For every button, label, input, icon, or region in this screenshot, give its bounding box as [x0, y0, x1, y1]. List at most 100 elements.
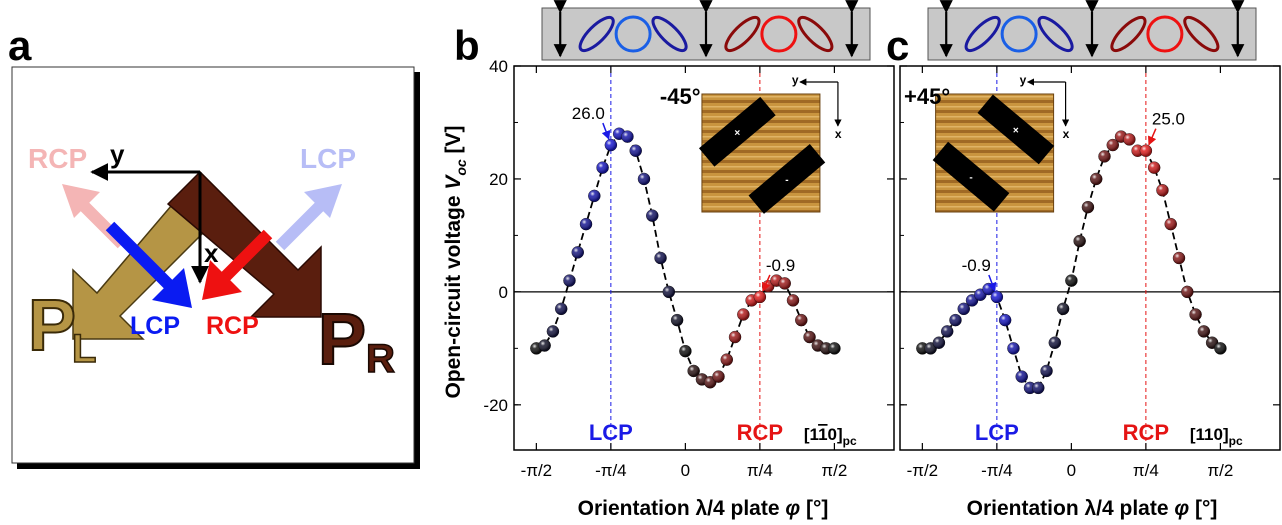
- inset-axis-y-label: y: [1020, 73, 1027, 87]
- panel-label-c: c: [886, 22, 909, 69]
- angle-label: +45°: [904, 84, 950, 109]
- data-point-shading: [803, 331, 816, 344]
- data-point-shading: [1015, 370, 1028, 383]
- crystal-direction-label: [110]pc: [804, 425, 857, 448]
- data-point-shading: [737, 308, 750, 321]
- data-point-shading: [1106, 139, 1119, 152]
- lcp-arrow: [105, 221, 192, 308]
- data-point-shading: [1057, 302, 1070, 315]
- elliptical-polarization-icon: [1037, 15, 1074, 53]
- brown-arrow: [166, 170, 322, 318]
- data-point-shading: [1164, 218, 1177, 231]
- rcp-label: RCP: [737, 420, 783, 445]
- data-point-shading: [1123, 133, 1136, 146]
- elliptical-polarization-icon: [1183, 15, 1220, 53]
- elliptical-polarization-icon: [578, 15, 615, 53]
- x-tick-label: 0: [681, 461, 690, 480]
- data-point-shading: [629, 144, 642, 157]
- data-point-shading: [712, 370, 725, 383]
- plot-c: -π/2 -π/4 0 π/4 π/2 -0.9 25.0 LCP RCP [110]pc × - y x…: [899, 0, 1281, 480]
- data-point-shading: [941, 325, 954, 338]
- annotation-label: 25.0: [1152, 110, 1185, 129]
- data-point-shading: [621, 130, 634, 143]
- data-point-shading: [646, 209, 659, 222]
- data-point-shading: [1172, 252, 1185, 264]
- inset-axis-y-label: y: [792, 73, 799, 87]
- data-point-shading: [546, 325, 559, 338]
- data-point-shading: [729, 331, 742, 344]
- data-point-shading: [596, 161, 609, 174]
- data-point-shading: [1181, 285, 1194, 298]
- x-axis-label-b: Orientation λ/4 plate φ [°]: [578, 497, 829, 520]
- data-point-shading: [604, 139, 617, 152]
- data-point-shading: [1189, 308, 1202, 321]
- panel-a-axis-y: y: [110, 139, 125, 169]
- elliptical-polarization-icon: [797, 15, 834, 53]
- data-point-shading: [1065, 274, 1078, 287]
- lcp-label-a: LCP: [130, 312, 180, 340]
- circular-polarization-icon: [760, 15, 798, 53]
- y-tick-label: 20: [489, 170, 508, 189]
- p-left-label: P: [28, 286, 76, 366]
- data-point-shading: [687, 364, 700, 377]
- data-point-shading: [828, 342, 841, 355]
- data-point-shading: [563, 274, 576, 287]
- annotation-label: -0.9: [766, 256, 795, 275]
- circular-polarization-icon: [1146, 15, 1184, 53]
- circular-polarization-icon: [1000, 15, 1038, 53]
- annotation-label: 26.0: [572, 104, 605, 123]
- x-tick-label: -π/2: [907, 461, 939, 480]
- y-axis-label: Open-circuit voltage Voc [V]: [442, 125, 469, 398]
- inset-polarity-mark: ×: [734, 128, 740, 139]
- data-point-shading: [932, 336, 945, 349]
- p-right-label: P: [318, 300, 366, 380]
- data-point-shading: [679, 345, 692, 358]
- inset-electrode: [977, 94, 1055, 165]
- angle-label: -45°: [660, 84, 701, 109]
- data-point-shading: [1098, 150, 1111, 163]
- elliptical-polarization-icon: [651, 15, 688, 53]
- plot-frame: [899, 65, 1281, 451]
- inset-electrode: [932, 141, 1010, 212]
- data-point-shading: [555, 302, 568, 315]
- x-tick-label: π/2: [821, 461, 847, 480]
- inset-electrode: [748, 144, 826, 214]
- data-point-shading: [1081, 201, 1094, 214]
- data-point-shading: [580, 218, 593, 231]
- data-point-shading: [1148, 161, 1161, 174]
- data-point-shading: [1090, 172, 1103, 185]
- elliptical-polarization-icon: [964, 15, 1001, 53]
- elliptical-polarization-icon: [1110, 15, 1147, 53]
- panel-a-axis-x: x: [204, 238, 219, 268]
- data-point-shading: [778, 277, 791, 290]
- data-point-shading: [795, 314, 808, 327]
- rcp-label-a: RCP: [206, 312, 259, 340]
- inset-polarity-mark: -: [969, 173, 972, 184]
- data-point-shading: [1073, 235, 1086, 248]
- x-tick-label: -π/4: [981, 461, 1013, 480]
- circular-polarization-icon: [614, 15, 652, 53]
- annotation-arrow: [987, 274, 997, 292]
- data-point-shading: [949, 314, 962, 327]
- panel-label-a: a: [8, 22, 32, 69]
- data-point-shading: [1139, 144, 1152, 157]
- inset-axis-x-label: x: [835, 127, 842, 141]
- data-point-shading: [588, 189, 601, 202]
- p-right-sub: R: [366, 337, 395, 381]
- data-point-shading: [990, 290, 1003, 303]
- data-point-shading: [662, 285, 675, 298]
- x-tick-label: 0: [1067, 461, 1076, 480]
- inset-polarity-mark: ×: [1013, 125, 1019, 136]
- data-point-shading: [571, 246, 584, 259]
- data-point-shading: [720, 353, 733, 366]
- data-point-shading: [753, 290, 766, 303]
- x-axis-label-c: Orientation λ/4 plate φ [°]: [967, 497, 1218, 520]
- data-point-shading: [1156, 184, 1169, 197]
- elliptical-polarization-icon: [724, 15, 761, 53]
- data-point-shading: [1040, 364, 1053, 377]
- x-tick-label: -π/2: [521, 461, 553, 480]
- lcp-label: LCP: [975, 420, 1019, 445]
- svg-text:Open-circuit voltage Voc [V]: Open-circuit voltage Voc [V]: [442, 125, 469, 398]
- crystal-direction-label: [110]pc: [1190, 425, 1243, 448]
- data-point-shading: [1214, 342, 1227, 355]
